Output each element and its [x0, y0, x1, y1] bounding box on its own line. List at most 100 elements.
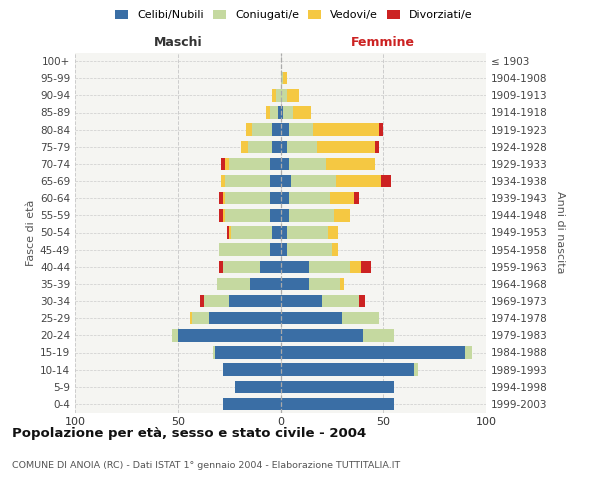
Bar [281, 346, 466, 358]
Bar [309, 278, 340, 290]
Bar [381, 175, 391, 187]
Bar [270, 209, 281, 222]
Bar [281, 244, 287, 256]
Bar [281, 278, 309, 290]
Bar [270, 175, 281, 187]
Bar [219, 192, 223, 204]
Bar [241, 140, 248, 153]
Bar [414, 364, 418, 376]
Bar [281, 295, 322, 307]
Bar [363, 329, 394, 342]
Text: Maschi: Maschi [154, 36, 202, 49]
Bar [260, 260, 281, 273]
Bar [248, 140, 272, 153]
Bar [281, 158, 289, 170]
Bar [229, 158, 270, 170]
Bar [235, 380, 281, 393]
Bar [293, 106, 311, 118]
Bar [205, 295, 229, 307]
Bar [225, 158, 229, 170]
Bar [355, 192, 359, 204]
Bar [281, 209, 289, 222]
Bar [212, 346, 215, 358]
Bar [272, 226, 281, 238]
Bar [287, 140, 317, 153]
Bar [281, 72, 283, 85]
Bar [219, 260, 223, 273]
Bar [466, 346, 472, 358]
Bar [270, 158, 281, 170]
Bar [281, 192, 289, 204]
Bar [281, 260, 309, 273]
Bar [229, 226, 231, 238]
Bar [379, 124, 383, 136]
Bar [289, 209, 334, 222]
Bar [272, 89, 277, 102]
Bar [219, 244, 270, 256]
Bar [281, 226, 287, 238]
Legend: Celibi/Nubili, Coniugati/e, Vedovi/e, Divorziati/e: Celibi/Nubili, Coniugati/e, Vedovi/e, Di… [111, 6, 477, 25]
Bar [209, 312, 281, 324]
Bar [223, 192, 225, 204]
Bar [252, 124, 272, 136]
Bar [227, 226, 229, 238]
Bar [291, 175, 336, 187]
Bar [359, 295, 365, 307]
Bar [225, 175, 270, 187]
Bar [223, 364, 281, 376]
Bar [283, 106, 293, 118]
Bar [217, 278, 250, 290]
Bar [229, 295, 281, 307]
Text: Femmine: Femmine [351, 36, 415, 49]
Bar [192, 312, 209, 324]
Bar [277, 89, 281, 102]
Bar [281, 329, 363, 342]
Bar [245, 124, 252, 136]
Bar [281, 106, 283, 118]
Bar [281, 140, 287, 153]
Bar [287, 226, 328, 238]
Bar [200, 295, 205, 307]
Bar [223, 260, 260, 273]
Bar [328, 226, 338, 238]
Bar [283, 72, 287, 85]
Bar [350, 260, 361, 273]
Bar [178, 329, 281, 342]
Bar [342, 312, 379, 324]
Bar [281, 364, 414, 376]
Bar [330, 192, 355, 204]
Bar [266, 106, 270, 118]
Y-axis label: Fasce di età: Fasce di età [26, 200, 36, 266]
Bar [332, 244, 338, 256]
Bar [281, 398, 394, 410]
Bar [219, 209, 223, 222]
Bar [221, 175, 225, 187]
Bar [289, 158, 326, 170]
Bar [336, 175, 381, 187]
Bar [231, 226, 272, 238]
Bar [272, 140, 281, 153]
Bar [190, 312, 192, 324]
Bar [334, 209, 350, 222]
Bar [322, 295, 359, 307]
Bar [250, 278, 281, 290]
Bar [287, 89, 299, 102]
Bar [289, 192, 330, 204]
Bar [281, 89, 287, 102]
Bar [317, 140, 375, 153]
Bar [272, 124, 281, 136]
Bar [361, 260, 371, 273]
Bar [223, 398, 281, 410]
Bar [221, 158, 225, 170]
Bar [326, 158, 375, 170]
Bar [287, 244, 332, 256]
Bar [278, 106, 281, 118]
Bar [281, 124, 289, 136]
Bar [270, 106, 278, 118]
Bar [225, 209, 270, 222]
Bar [223, 209, 225, 222]
Bar [289, 124, 313, 136]
Bar [340, 278, 344, 290]
Bar [270, 192, 281, 204]
Text: Popolazione per età, sesso e stato civile - 2004: Popolazione per età, sesso e stato civil… [12, 428, 366, 440]
